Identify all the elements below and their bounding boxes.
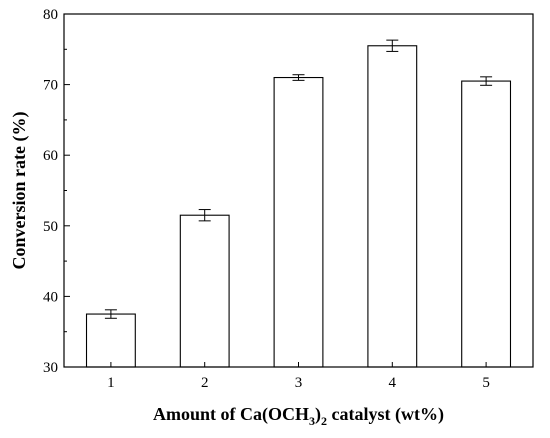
y-tick-label-60: 60 <box>43 148 58 164</box>
error-bar-5 <box>480 76 493 86</box>
bars-layer <box>85 45 512 368</box>
x-tick-label-2: 2 <box>201 375 209 391</box>
x-tick-label-4: 4 <box>389 375 397 391</box>
x-axis-title-subscript: 3 <box>309 414 315 428</box>
x-axis-title: Amount of Ca(OCH3)2 catalyst (wt%) <box>153 404 444 428</box>
x-tick-label-1: 1 <box>107 375 115 391</box>
bar-4 <box>367 45 418 368</box>
error-bar-2 <box>198 209 211 222</box>
bar-3 <box>273 76 324 368</box>
x-tick-label-5: 5 <box>482 375 490 391</box>
y-tick-label-40: 40 <box>43 289 58 305</box>
axes-layer: 1 2 3 4 5 30 40 50 60 70 80 <box>43 7 490 391</box>
bar-2 <box>179 214 230 368</box>
y-tick-label-30: 30 <box>43 360 58 376</box>
error-bars-layer <box>104 39 493 319</box>
y-axis-title: Conversion rate (%) <box>9 112 30 270</box>
error-bar-1 <box>104 309 117 319</box>
x-axis-title-subscript-2: 2 <box>321 414 327 428</box>
bar-1 <box>85 313 136 368</box>
bar-5 <box>461 80 512 368</box>
y-tick-label-70: 70 <box>43 78 58 94</box>
x-axis-title-main: Amount of Ca(OCH <box>153 404 309 425</box>
error-bar-4 <box>386 39 399 52</box>
x-axis-title-rest: catalyst (wt%) <box>327 404 444 425</box>
y-tick-label-50: 50 <box>43 219 58 235</box>
y-tick-label-80: 80 <box>43 7 58 23</box>
x-axis-title-close: ) <box>315 404 321 425</box>
error-bar-3 <box>292 74 305 81</box>
x-tick-label-3: 3 <box>295 375 303 391</box>
